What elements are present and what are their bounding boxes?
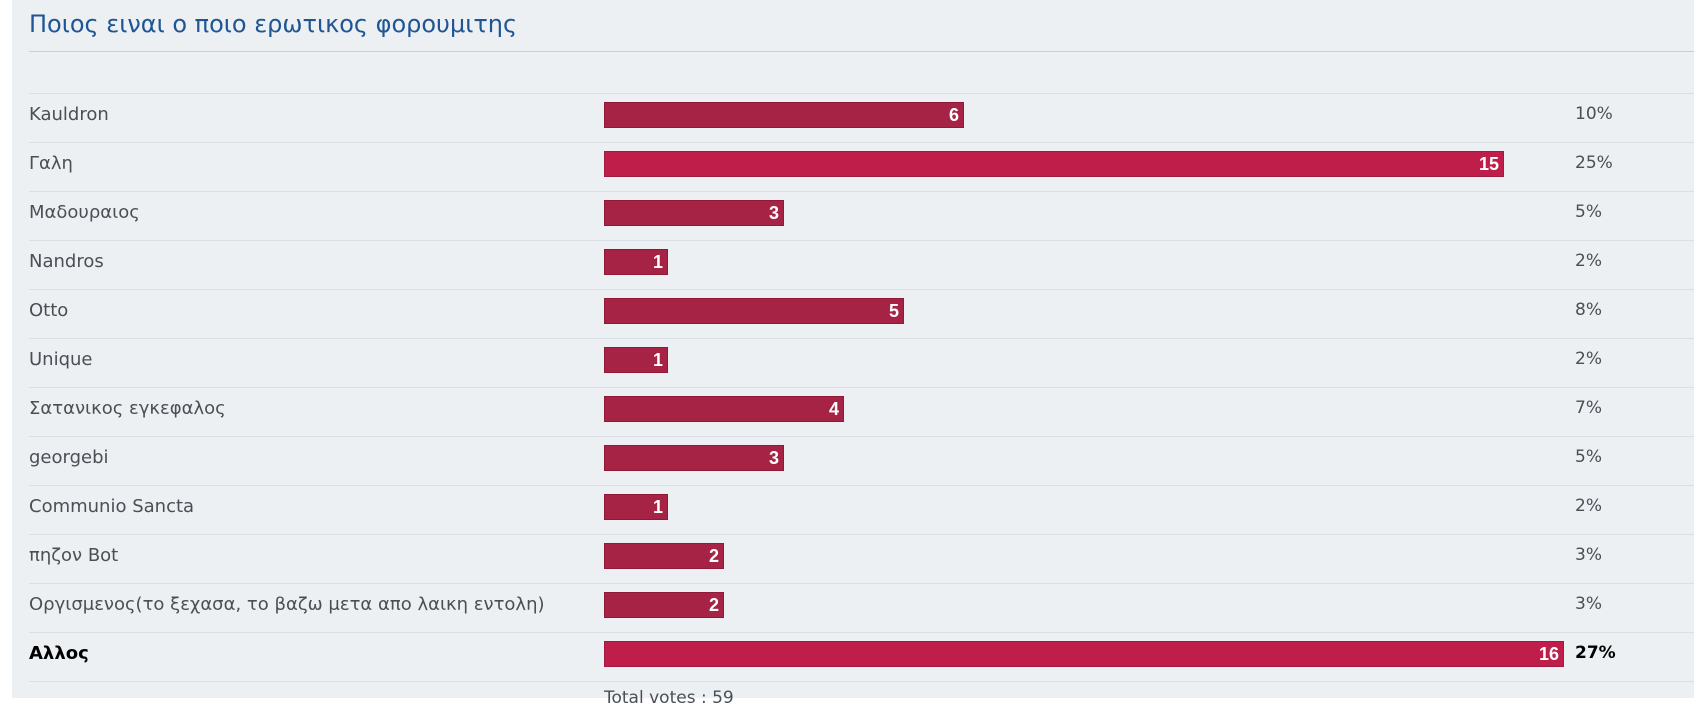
vote-percent: 3%	[1575, 545, 1602, 565]
vote-percent: 2%	[1575, 496, 1602, 516]
vote-bar: 16	[604, 641, 1564, 667]
poll-option-row: georgebi 3 5%	[29, 436, 1694, 485]
vote-bar: 1	[604, 249, 668, 275]
option-label: Kauldron	[29, 104, 109, 125]
vote-count: 5	[888, 301, 899, 321]
vote-percent: 10%	[1575, 104, 1613, 124]
vote-count: 6	[948, 105, 959, 125]
vote-percent: 25%	[1575, 153, 1613, 173]
option-label: Μαδουραιος	[29, 202, 140, 223]
poll-results: Kauldron 6 10% Γαλη 15 25% Μαδουραιος 3 …	[29, 93, 1694, 682]
vote-bar: 15	[604, 151, 1504, 177]
vote-count: 2	[708, 546, 719, 566]
vote-count: 3	[768, 203, 779, 223]
vote-count: 4	[828, 399, 839, 419]
vote-bar: 1	[604, 347, 668, 373]
vote-percent: 5%	[1575, 202, 1602, 222]
vote-bar: 4	[604, 396, 844, 422]
vote-bar: 1	[604, 494, 668, 520]
option-label: georgebi	[29, 447, 109, 468]
option-label: Nandros	[29, 251, 104, 272]
vote-count: 15	[1478, 154, 1499, 174]
vote-bar: 2	[604, 592, 724, 618]
option-label: Unique	[29, 349, 93, 370]
vote-bar: 2	[604, 543, 724, 569]
vote-count: 16	[1538, 644, 1559, 664]
poll-option-row: Nandros 1 2%	[29, 240, 1694, 289]
poll-option-row: Μαδουραιος 3 5%	[29, 191, 1694, 240]
poll-option-row: Γαλη 15 25%	[29, 142, 1694, 191]
option-label: πηζον Bot	[29, 545, 119, 566]
vote-count: 1	[652, 497, 663, 517]
poll-option-row: πηζον Bot 2 3%	[29, 534, 1694, 583]
poll-panel: Ποιος ειναι ο ποιο ερωτικος φορουμιτης K…	[12, 0, 1694, 708]
option-label: Σατανικος εγκεφαλος	[29, 398, 226, 419]
option-label: Οργισμενος(το ξεχασα, το βαζω μετα απο λ…	[29, 594, 545, 615]
vote-percent: 3%	[1575, 594, 1602, 614]
poll-option-row-winner: Αλλος 16 27%	[29, 632, 1694, 682]
option-label: Otto	[29, 300, 69, 321]
option-label: Γαλη	[29, 153, 73, 174]
vote-bar: 5	[604, 298, 904, 324]
poll-option-row: Σατανικος εγκεφαλος 4 7%	[29, 387, 1694, 436]
vote-bar: 3	[604, 445, 784, 471]
vote-percent: 2%	[1575, 349, 1602, 369]
vote-bar: 3	[604, 200, 784, 226]
vote-percent: 27%	[1575, 643, 1616, 663]
poll-option-row: Communio Sancta 1 2%	[29, 485, 1694, 534]
poll-option-row: Οργισμενος(το ξεχασα, το βαζω μετα απο λ…	[29, 583, 1694, 632]
vote-count: 1	[652, 350, 663, 370]
vote-count: 1	[652, 252, 663, 272]
vote-percent: 8%	[1575, 300, 1602, 320]
vote-percent: 2%	[1575, 251, 1602, 271]
vote-count: 2	[708, 595, 719, 615]
poll-option-row: Otto 5 8%	[29, 289, 1694, 338]
poll-title: Ποιος ειναι ο ποιο ερωτικος φορουμιτης	[29, 10, 518, 38]
vote-percent: 5%	[1575, 447, 1602, 467]
title-divider	[29, 51, 1694, 52]
vote-bar: 6	[604, 102, 964, 128]
option-label: Αλλος	[29, 643, 89, 664]
poll-option-row: Kauldron 6 10%	[29, 93, 1694, 142]
poll-option-row: Unique 1 2%	[29, 338, 1694, 387]
vote-percent: 7%	[1575, 398, 1602, 418]
option-label: Communio Sancta	[29, 496, 195, 517]
total-votes: Total votes : 59	[604, 688, 734, 708]
vote-count: 3	[768, 448, 779, 468]
